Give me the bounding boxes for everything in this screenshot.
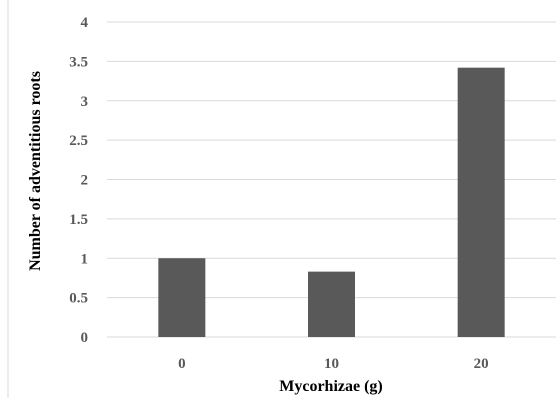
x-axis-title: Mycorhizae (g) bbox=[279, 378, 383, 395]
bar-10 bbox=[308, 271, 355, 337]
bar-0 bbox=[158, 258, 206, 337]
x-tick-labels: 0 10 20 bbox=[178, 356, 489, 372]
y-tick-label: 4 bbox=[81, 15, 89, 31]
x-tick-label: 0 bbox=[178, 356, 186, 372]
y-tick-label: 1 bbox=[81, 251, 89, 267]
y-tick-label: 1.5 bbox=[69, 212, 88, 228]
y-tick-label: 3 bbox=[81, 94, 89, 110]
y-tick-label: 3.5 bbox=[69, 54, 88, 70]
y-axis-title: Number of adventitious roots bbox=[27, 71, 44, 271]
y-tick-label: 0.5 bbox=[69, 291, 88, 307]
y-tick-label: 2 bbox=[81, 173, 89, 189]
bars bbox=[158, 67, 505, 338]
y-tick-label: 2.5 bbox=[69, 133, 88, 149]
x-tick-label: 10 bbox=[324, 356, 339, 372]
bar-20 bbox=[457, 67, 505, 338]
y-tick-label: 0 bbox=[81, 330, 89, 346]
x-tick-label: 20 bbox=[474, 356, 489, 372]
y-tick-labels: 0 0.5 1 1.5 2 2.5 3 3.5 4 bbox=[69, 15, 88, 346]
